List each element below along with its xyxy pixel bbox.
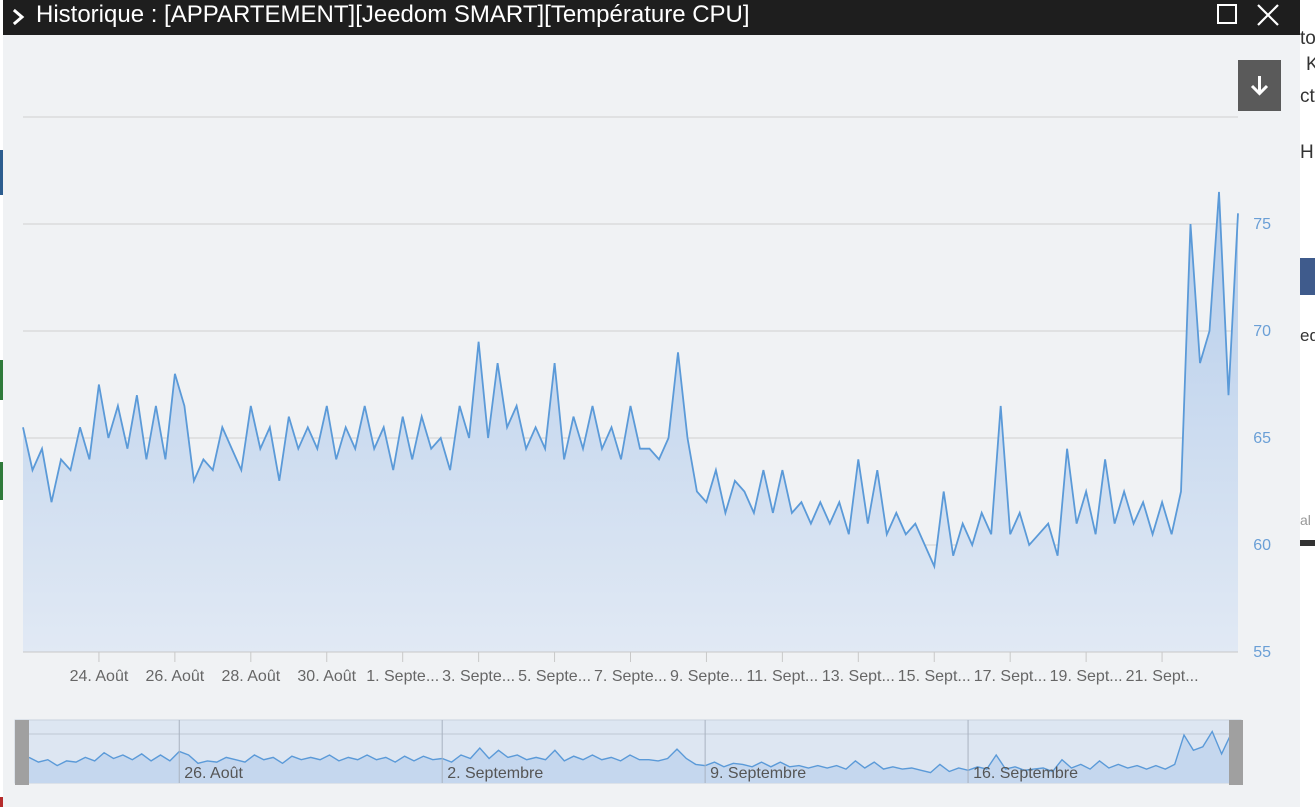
series-line	[22, 191, 1239, 570]
y-tick-label: 70	[1253, 323, 1271, 340]
background-text: H	[1300, 142, 1314, 163]
x-tick-label: 28. Août	[221, 668, 280, 685]
dialog-title: Historique : [APPARTEMENT][Jeedom SMART]…	[36, 1, 750, 28]
x-tick-label: 24. Août	[70, 668, 129, 685]
background-block	[1300, 540, 1315, 546]
series-area	[23, 191, 1238, 652]
background-text: K	[1306, 54, 1315, 75]
x-tick-label: 7. Septe...	[594, 668, 667, 685]
x-tick-label: 3. Septe...	[442, 668, 515, 685]
maximize-icon[interactable]	[1216, 3, 1238, 25]
x-tick-label: 21. Sept...	[1126, 668, 1199, 685]
background-block	[0, 462, 3, 500]
background-text: to	[1300, 28, 1315, 49]
navigator-tick-label: 9. Septembre	[710, 765, 806, 782]
close-icon[interactable]	[1255, 2, 1281, 28]
y-tick-label: 65	[1253, 430, 1271, 447]
x-tick-label: 15. Sept...	[898, 668, 971, 685]
navigator-area	[29, 731, 1231, 783]
x-tick-label: 5. Septe...	[518, 668, 591, 685]
x-tick-label: 9. Septe...	[670, 668, 743, 685]
y-tick-label: 75	[1253, 216, 1271, 233]
background-text: al	[1300, 512, 1311, 528]
navigator-tick-label: 26. Août	[184, 765, 243, 782]
background-text: ed	[1300, 326, 1315, 345]
background-block	[0, 360, 3, 400]
x-tick-label: 17. Sept...	[974, 668, 1047, 685]
x-tick-label: 30. Août	[297, 668, 356, 685]
export-button[interactable]	[1238, 60, 1281, 111]
navigator-handle-left[interactable]	[15, 720, 29, 785]
navigator-line	[28, 729, 1232, 774]
x-axis-ticks: 24. Août 26. Août 28. Août 30. Août 1. Septe…	[70, 652, 1199, 685]
history-dialog: Historique : [APPARTEMENT][Jeedom SMART]…	[3, 0, 1300, 807]
navigator-handle-right[interactable]	[1229, 720, 1243, 785]
download-arrow-icon	[1250, 76, 1269, 96]
background-text: ct	[1300, 86, 1315, 107]
chevron-right-icon	[12, 8, 25, 26]
y-tick-label: 60	[1253, 537, 1271, 554]
x-tick-label: 11. Sept...	[747, 668, 819, 685]
background-block	[0, 150, 3, 195]
y-tick-label: 55	[1253, 644, 1271, 661]
navigator-ticks: 26. Août 2. Septembre 9. Septembre 16. Sept…	[178, 720, 1078, 783]
x-tick-label: 1. Septe...	[366, 668, 439, 685]
chart-navigator[interactable]: 26. Août 2. Septembre 9. Septembre 16. Sept…	[14, 719, 1243, 785]
x-tick-label: 19. Sept...	[1050, 668, 1123, 685]
history-chart[interactable]: 24. Août 26. Août 28. Août 30. Août 1. Septe…	[3, 35, 1300, 807]
dialog-titlebar[interactable]: Historique : [APPARTEMENT][Jeedom SMART]…	[3, 0, 1300, 35]
navigator-tick-label: 2. Septembre	[447, 765, 543, 782]
background-block	[1300, 258, 1315, 295]
x-tick-label: 13. Sept...	[822, 668, 895, 685]
x-tick-label: 26. Août	[146, 668, 205, 685]
y-axis-ticks: 55 60 65 70 75	[1253, 216, 1271, 661]
navigator-tick-label: 16. Septembre	[973, 765, 1078, 782]
